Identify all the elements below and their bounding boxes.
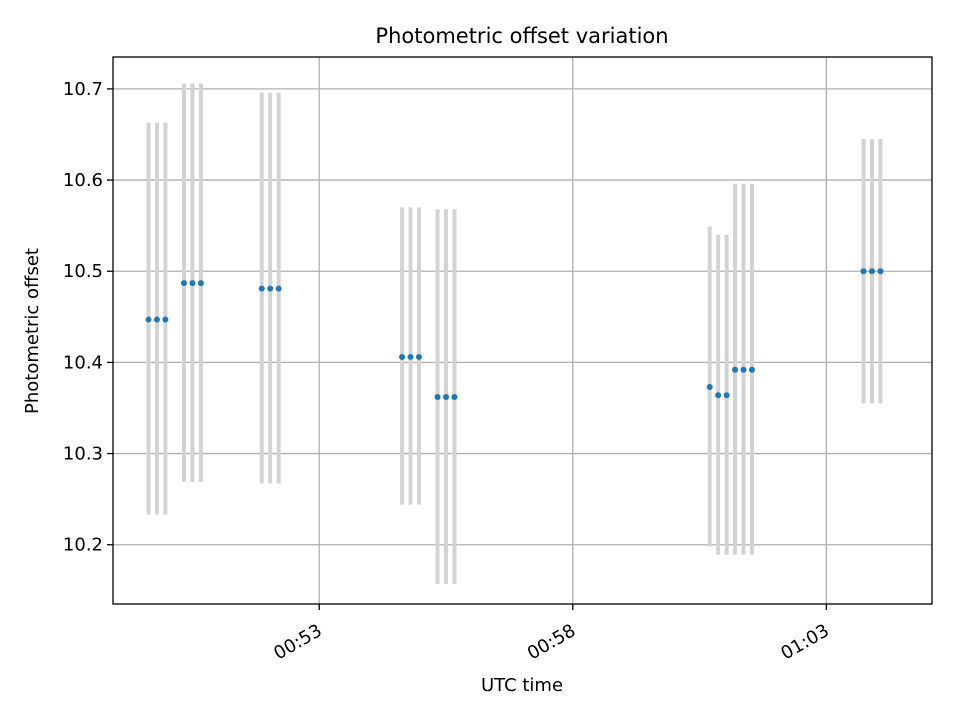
data-point (715, 392, 722, 399)
data-point (443, 394, 450, 401)
data-point (258, 285, 265, 292)
plot-area (113, 57, 932, 604)
data-point (740, 366, 747, 373)
data-point (153, 316, 160, 323)
plot-frame (112, 56, 933, 605)
chart-title: Photometric offset variation (375, 24, 668, 48)
y-tick-label: 10.6 (63, 170, 103, 191)
y-tick-label: 10.4 (63, 352, 103, 373)
data-point (180, 280, 187, 287)
data-point (407, 353, 414, 360)
data-point (415, 353, 422, 360)
data-point (275, 285, 282, 292)
data-point (723, 392, 730, 399)
grid-lines (113, 57, 932, 604)
data-point (748, 366, 755, 373)
data-point (197, 280, 204, 287)
data-markers (145, 268, 884, 401)
data-point (868, 268, 875, 275)
data-point (399, 353, 406, 360)
data-point (267, 285, 274, 292)
data-point (162, 316, 169, 323)
data-point (860, 268, 867, 275)
data-point (877, 268, 884, 275)
y-tick-label: 10.3 (63, 444, 103, 465)
data-point (434, 394, 441, 401)
y-tick-label: 10.2 (63, 535, 103, 556)
data-point (706, 384, 713, 391)
y-axis-label: Photometric offset (22, 248, 43, 414)
y-tick-label: 10.5 (63, 261, 103, 282)
x-axis-label: UTC time (481, 675, 563, 696)
y-tick-label: 10.7 (63, 79, 103, 100)
data-point (451, 394, 458, 401)
data-point (732, 366, 739, 373)
data-point (145, 316, 152, 323)
data-point (189, 280, 196, 287)
